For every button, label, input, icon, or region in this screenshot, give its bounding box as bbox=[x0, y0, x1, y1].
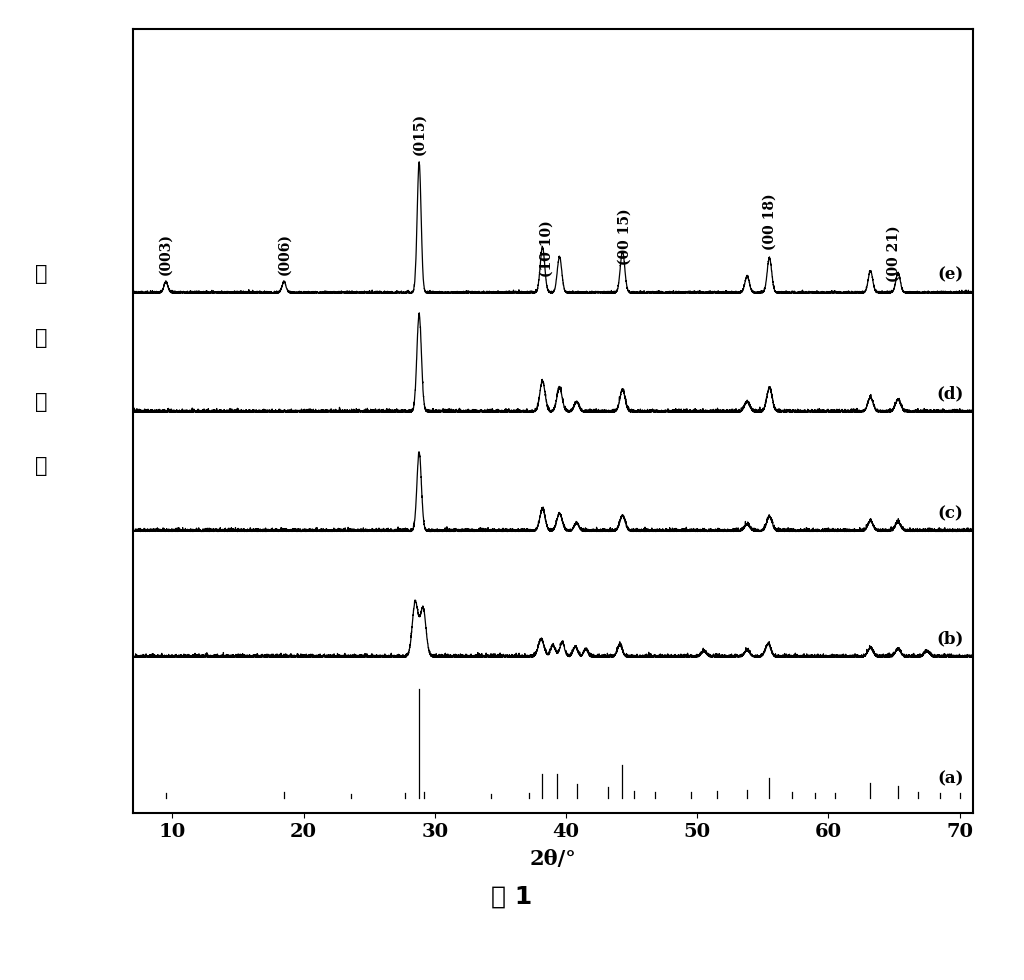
Text: (003): (003) bbox=[159, 233, 173, 274]
X-axis label: 2θ/°: 2θ/° bbox=[529, 850, 577, 869]
Text: (b): (b) bbox=[936, 631, 964, 648]
Text: 度: 度 bbox=[35, 456, 47, 475]
Text: 衍: 衍 bbox=[35, 265, 47, 284]
Text: (00 21): (00 21) bbox=[887, 225, 901, 282]
Text: (a): (a) bbox=[937, 770, 964, 787]
Text: 射: 射 bbox=[35, 328, 47, 348]
Text: 图 1: 图 1 bbox=[492, 885, 532, 908]
Text: (d): (d) bbox=[936, 386, 964, 403]
Text: (e): (e) bbox=[937, 267, 964, 283]
Text: (c): (c) bbox=[938, 505, 964, 522]
Text: (00 15): (00 15) bbox=[618, 209, 632, 266]
Text: (006): (006) bbox=[278, 233, 291, 275]
Text: 强: 强 bbox=[35, 392, 47, 412]
Text: (00 18): (00 18) bbox=[763, 194, 776, 250]
Text: (10 10): (10 10) bbox=[540, 220, 553, 276]
Text: (015): (015) bbox=[412, 113, 426, 155]
